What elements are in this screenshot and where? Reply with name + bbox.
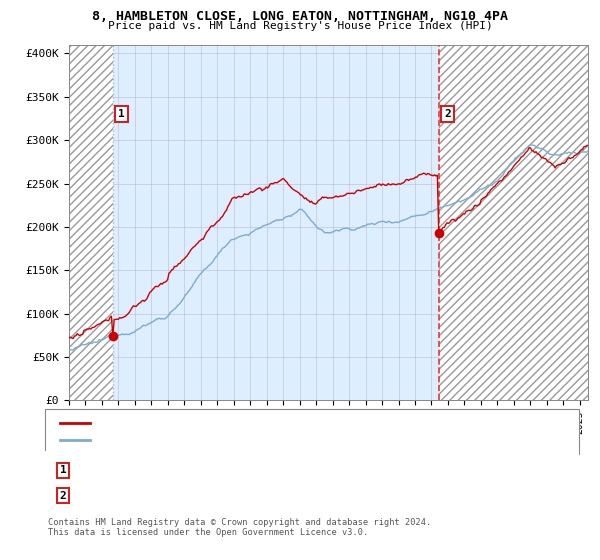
Text: £193,000: £193,000 (252, 491, 302, 501)
Bar (439, 45, 588, 400)
Bar (439, 45, 588, 400)
Text: Contains HM Land Registry data © Crown copyright and database right 2024.
This d: Contains HM Land Registry data © Crown c… (48, 518, 431, 538)
Bar (69, 45, 113, 400)
Text: 8, HAMBLETON CLOSE, LONG EATON, NOTTINGHAM, NG10 4PA (detached house): 8, HAMBLETON CLOSE, LONG EATON, NOTTINGH… (96, 418, 493, 427)
Text: 2: 2 (59, 491, 67, 501)
Text: 8, HAMBLETON CLOSE, LONG EATON, NOTTINGHAM, NG10 4PA: 8, HAMBLETON CLOSE, LONG EATON, NOTTINGH… (92, 10, 508, 23)
Text: 21% ↑ HPI: 21% ↑ HPI (378, 465, 434, 475)
Text: HPI: Average price, detached house, Erewash: HPI: Average price, detached house, Erew… (96, 435, 343, 444)
Text: Price paid vs. HM Land Registry's House Price Index (HPI): Price paid vs. HM Land Registry's House … (107, 21, 493, 31)
Text: 10-SEP-1996: 10-SEP-1996 (90, 465, 159, 475)
Text: 2: 2 (444, 109, 451, 119)
Text: 1: 1 (118, 109, 125, 119)
Bar (69, 45, 113, 400)
Text: £74,000: £74,000 (252, 465, 296, 475)
Text: 7% ↓ HPI: 7% ↓ HPI (378, 491, 428, 501)
Text: 1: 1 (59, 465, 67, 475)
Text: 17-JUN-2016: 17-JUN-2016 (90, 491, 159, 501)
